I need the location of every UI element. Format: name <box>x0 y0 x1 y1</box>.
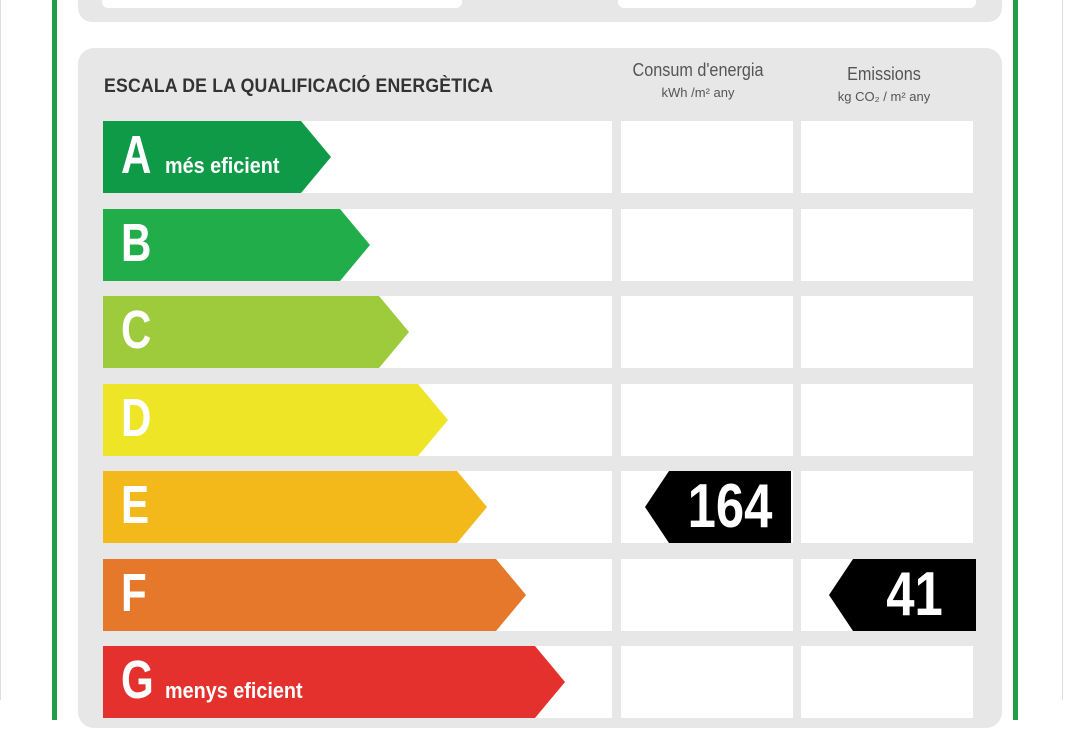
rating-arrow-d: D <box>103 384 448 456</box>
emissions-rating-indicator-value: 41 <box>886 560 943 629</box>
energy-cell-b <box>621 209 793 281</box>
emissions-cell-g <box>801 646 973 718</box>
energy-cell-a <box>621 121 793 193</box>
emissions-cell-c <box>801 296 973 368</box>
header-panel <box>78 0 1002 22</box>
header-field-left <box>102 0 462 8</box>
energy-column-header: Consum d'energia kWh /m² any <box>612 60 784 100</box>
rating-letter: C <box>121 300 152 360</box>
energy-column-label: Consum d'energia <box>632 60 764 80</box>
emissions-column-header: Emissions kg CO₂ / m² any <box>798 64 970 104</box>
energy-rating-indicator: 164 <box>645 471 791 543</box>
energy-cell-d <box>621 384 793 456</box>
emissions-cell-d <box>801 384 973 456</box>
rating-caption: menys eficient <box>165 678 303 703</box>
rating-letter: E <box>121 475 150 535</box>
rating-arrow-c: C <box>103 296 409 368</box>
rating-arrow-b: B <box>103 209 370 281</box>
rating-arrow-f: F <box>103 559 526 631</box>
rating-arrow-e: E <box>103 471 487 543</box>
emissions-column-unit: kg CO₂ / m² any <box>837 89 931 104</box>
rating-letter: D <box>121 388 152 448</box>
rating-letter: A <box>121 125 152 185</box>
scale-title: ESCALA DE LA QUALIFICACIÓ ENERGÈTICA <box>104 76 494 97</box>
emissions-cell-b <box>801 209 973 281</box>
page-edge-left <box>0 0 1 700</box>
emissions-cell-e <box>801 471 973 543</box>
energy-rating-indicator-value: 164 <box>687 472 773 541</box>
label-frame <box>52 0 1018 720</box>
page-edge-right <box>1062 0 1080 700</box>
energy-column-unit: kWh /m² any <box>661 85 735 100</box>
energy-cell-c <box>621 296 793 368</box>
energy-cell-g <box>621 646 793 718</box>
header-field-right <box>618 0 976 8</box>
rating-letter: G <box>121 650 154 710</box>
emissions-column-label: Emissions <box>847 64 921 84</box>
rating-caption: més eficient <box>165 153 280 178</box>
rating-letter: F <box>121 563 147 623</box>
emissions-rating-indicator: 41 <box>829 559 976 631</box>
energy-cell-f <box>621 559 793 631</box>
rating-letter: B <box>121 213 152 273</box>
emissions-cell-a <box>801 121 973 193</box>
